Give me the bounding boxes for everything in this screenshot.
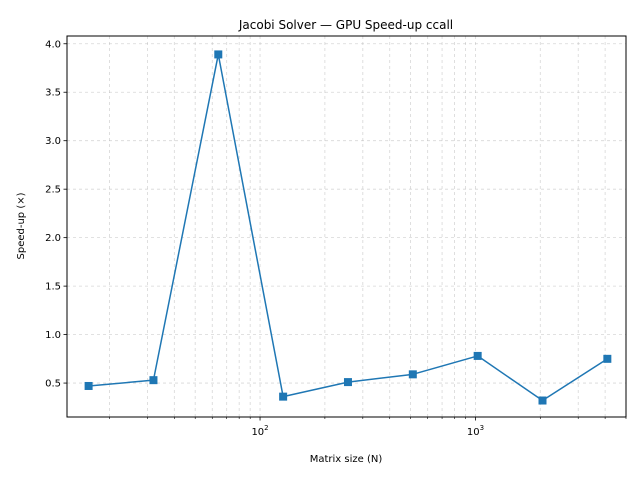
y-tick-label: 1.0: [45, 330, 61, 341]
data-point: [408, 370, 417, 379]
ticks-layer: 0.5 1.0 1.5 2.0 2.5 3.0 3.5 4.0 102 103: [45, 39, 627, 438]
y-tick-label: 2.5: [45, 185, 61, 196]
x-axis-label: Matrix size (N): [310, 454, 383, 465]
plot-frame: [66, 35, 627, 418]
y-tick-label: 3.0: [45, 136, 61, 147]
data-point: [538, 396, 547, 405]
data-point: [603, 354, 612, 363]
y-tick-label: 0.5: [45, 379, 61, 390]
x-tick-label: 102: [251, 424, 268, 438]
data-point: [279, 392, 288, 401]
y-tick-label: 2.0: [45, 233, 61, 244]
y-tick-label: 1.5: [45, 282, 61, 293]
data-point: [343, 378, 352, 387]
data-point: [84, 381, 93, 390]
y-tick-label: 4.0: [45, 39, 61, 50]
x-tick-label: 103: [467, 424, 484, 438]
data-point: [214, 50, 223, 59]
data-point: [149, 376, 158, 385]
y-tick-label: 3.5: [45, 88, 61, 99]
data-point: [473, 351, 482, 360]
series-layer: [84, 50, 612, 405]
y-axis-label: Speed-up (×): [16, 192, 27, 259]
chart-title: Jacobi Solver — GPU Speed-up ccall: [238, 18, 453, 32]
